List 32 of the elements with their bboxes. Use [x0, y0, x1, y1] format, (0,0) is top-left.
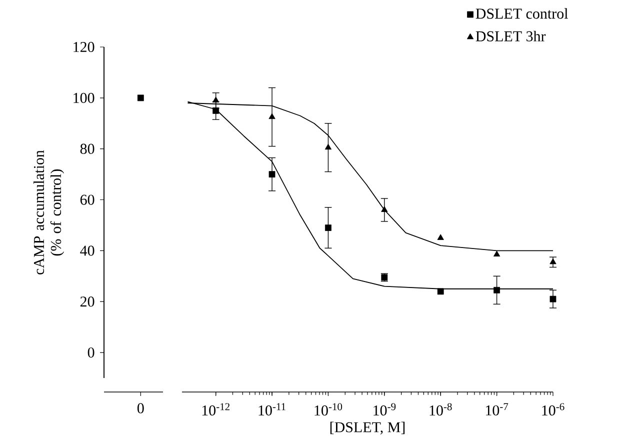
y-tick-label: 40 — [80, 246, 94, 256]
y-axis-title: cAMP accumulation (% of control) — [34, 150, 64, 274]
legend-label: DSLET 3hr — [476, 30, 546, 42]
x-tick-label: 10$^{-7}$ — [486, 403, 508, 416]
x-tick-label: 10$^{-8}$ — [430, 403, 452, 416]
x-tick-label: 0 — [137, 403, 144, 414]
x-tick-label: 10$^{-6}$ — [542, 403, 564, 416]
point — [437, 288, 444, 295]
y-tick-label: 120 — [74, 42, 94, 52]
legend-label: DSLET control — [476, 8, 568, 19]
x-tick-label: 10$^{-12}$ — [202, 403, 230, 416]
point — [268, 171, 276, 178]
y-tick-label: 0 — [88, 347, 94, 358]
x-tick-label: 10$^{-10}$ — [314, 403, 342, 416]
y-tick-label: 80 — [80, 144, 94, 154]
y-tick-label: 20 — [80, 296, 94, 307]
y-tick-label: 60 — [80, 194, 94, 205]
x-axis-title: [DSLET, M] — [330, 422, 405, 434]
y-tick-label: 100 — [74, 92, 94, 103]
x-tick-label: 10$^{-9}$ — [374, 403, 396, 416]
point — [325, 224, 332, 231]
point — [212, 96, 220, 102]
point — [494, 286, 500, 294]
point — [550, 296, 556, 302]
point — [324, 144, 332, 150]
point — [437, 234, 444, 240]
point — [550, 258, 556, 264]
point — [212, 107, 220, 114]
x-tick-label: 10$^{-11}$ — [258, 403, 286, 416]
point — [381, 206, 388, 212]
point — [268, 113, 276, 120]
point — [493, 250, 500, 256]
